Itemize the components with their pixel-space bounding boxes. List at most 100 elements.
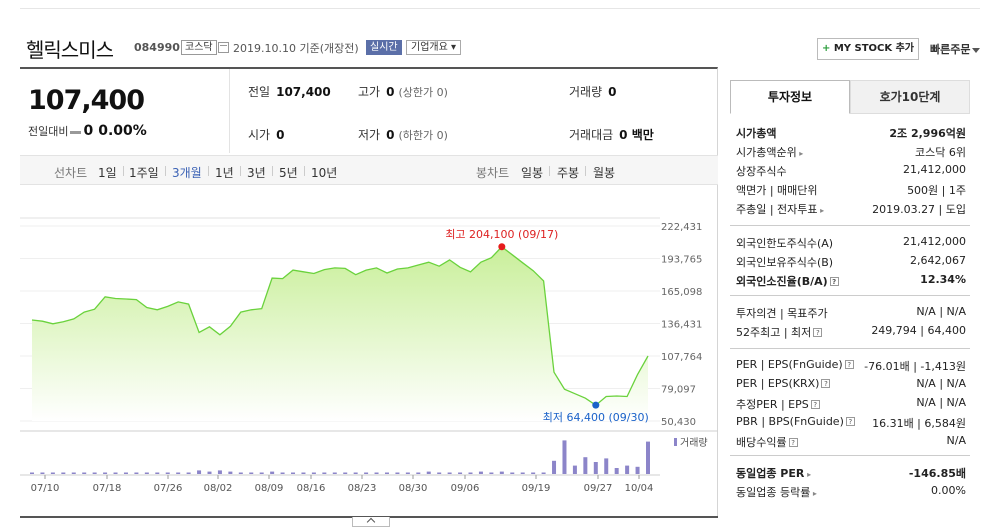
- realtime-button[interactable]: 실시간: [366, 40, 402, 55]
- help-icon[interactable]: ?: [788, 438, 798, 447]
- volume-bar: [186, 472, 191, 474]
- info-key: 주총일 | 전자투표 ▸: [736, 201, 824, 217]
- price-line: [31, 245, 649, 407]
- info-key-text: 외국인소진율(B/A): [736, 275, 828, 288]
- chevron-right-icon[interactable]: ▸: [810, 489, 817, 498]
- candle-weekly[interactable]: 주봉: [557, 166, 580, 180]
- low-marker: [592, 401, 600, 409]
- info-key: PER | EPS(FnGuide)?: [736, 358, 854, 371]
- x-tick-label: 07/10: [31, 483, 60, 494]
- stat-low-limit: (하한가 0): [398, 129, 448, 142]
- volume-bar: [405, 472, 410, 474]
- range-5year[interactable]: 5년: [279, 166, 298, 180]
- info-key: 52주최고 | 최저?: [736, 324, 823, 340]
- range-1year[interactable]: 1년: [215, 166, 234, 180]
- line-chart-label: 선차트: [54, 166, 88, 180]
- info-value: 12.34%: [920, 273, 966, 286]
- x-tick-label: 09/06: [451, 483, 480, 494]
- range-1day[interactable]: 1일: [98, 166, 117, 180]
- range-10year[interactable]: 10년: [311, 166, 338, 180]
- volume-bar: [572, 465, 577, 474]
- volume-bar: [593, 462, 598, 474]
- help-icon[interactable]: ?: [829, 277, 839, 286]
- range-separator: [240, 166, 241, 176]
- volume-bar: [228, 471, 233, 474]
- info-tabs: 투자정보 호가10단계: [730, 80, 970, 114]
- info-value: 2,642,067: [910, 254, 966, 267]
- quick-order-dropdown[interactable]: 빠른주문: [930, 41, 981, 57]
- help-icon[interactable]: ?: [821, 379, 831, 388]
- y-tick-label: 222,431: [661, 222, 702, 233]
- range-separator: [585, 166, 586, 176]
- info-key-text: 시가총액순위: [736, 146, 797, 159]
- candle-daily[interactable]: 일봉: [521, 166, 544, 180]
- candle-monthly[interactable]: 월봉: [593, 166, 616, 180]
- change-value: 0: [83, 123, 94, 139]
- my-stock-add-button[interactable]: + MY STOCK 추가: [817, 38, 919, 60]
- info-key: 액면가 | 매매단위: [736, 182, 818, 198]
- chevron-down-icon: [972, 47, 981, 53]
- section-divider: [730, 225, 970, 226]
- help-icon[interactable]: ?: [844, 360, 854, 369]
- flat-icon: [70, 130, 82, 134]
- volume-bar: [238, 472, 243, 474]
- info-value: 0.00%: [931, 484, 966, 497]
- x-tick-label: 09/27: [584, 483, 613, 494]
- volume-bar: [531, 472, 536, 474]
- volume-bar: [489, 472, 494, 474]
- info-row: 시가총액 2조 2,996억원: [736, 125, 966, 143]
- x-tick-label: 09/19: [522, 483, 551, 494]
- info-row: 동일업종 PER ▸ -146.85배: [736, 465, 966, 483]
- stat-volume-value: 0: [608, 85, 617, 99]
- candle-chart-label: 봉차트: [476, 166, 510, 180]
- volume-bar: [61, 472, 66, 474]
- volume-bar: [583, 457, 588, 474]
- info-key-text: 배당수익률: [736, 436, 787, 449]
- price-summary: 107,400 전일대비 0 0.00%: [20, 69, 230, 153]
- collapse-chart-button[interactable]: [352, 517, 390, 527]
- info-row: 시가총액순위 ▸ 코스닥 6위: [736, 144, 966, 162]
- help-icon[interactable]: ?: [810, 400, 820, 409]
- top-divider: [20, 8, 980, 9]
- y-tick-label: 50,430: [661, 417, 696, 428]
- market-badge: 코스닥: [181, 40, 217, 55]
- chevron-right-icon[interactable]: ▸: [796, 149, 804, 158]
- help-icon[interactable]: ?: [845, 417, 855, 426]
- volume-bar: [437, 472, 442, 474]
- volume-bar: [123, 472, 128, 474]
- range-separator: [304, 166, 305, 176]
- x-tick-label: 08/16: [297, 483, 326, 494]
- volume-bar: [103, 472, 108, 474]
- range-1week[interactable]: 1주일: [129, 166, 159, 180]
- price-area: [32, 246, 648, 421]
- volume-bar: [614, 468, 619, 474]
- info-value: 코스닥 6위: [915, 146, 966, 159]
- range-3year[interactable]: 3년: [247, 166, 266, 180]
- range-3month[interactable]: 3개월: [172, 166, 202, 180]
- volume-bar: [384, 472, 389, 474]
- range-separator: [165, 166, 166, 176]
- volume-bar: [270, 471, 275, 474]
- stat-prev-close-value: 107,400: [276, 85, 331, 99]
- y-tick-label: 79,097: [661, 385, 696, 396]
- info-key-text: 외국인한도주식수(A): [736, 237, 834, 250]
- corp-overview-dropdown[interactable]: 기업개요 ▾: [406, 40, 462, 55]
- info-row: 투자의견 | 목표주가 N/A | N/A: [736, 305, 966, 323]
- info-row: 동일업종 등락률 ▸ 0.00%: [736, 484, 966, 502]
- volume-bar: [458, 472, 463, 474]
- chevron-right-icon[interactable]: ▸: [804, 470, 812, 479]
- high-marker: [498, 243, 506, 251]
- stat-volume: 거래량 0: [569, 83, 616, 100]
- volume-bar: [301, 472, 306, 474]
- tab-investment-info[interactable]: 투자정보: [730, 80, 850, 114]
- volume-bar: [374, 472, 379, 474]
- chevron-right-icon[interactable]: ▸: [817, 206, 825, 215]
- info-key: 외국인소진율(B/A)?: [736, 273, 839, 289]
- tab-orderbook-10[interactable]: 호가10단계: [850, 80, 970, 114]
- info-key: 동일업종 등락률 ▸: [736, 484, 817, 500]
- prev-diff-label: 전일대비: [28, 125, 69, 138]
- info-key: PER | EPS(KRX)?: [736, 377, 831, 390]
- y-tick-label: 136,431: [661, 320, 702, 331]
- chart-range-bar: 선차트 1일 1주일 3개월 1년 3년 5년 10년 봉차트 일봉 주봉 월봉: [20, 155, 718, 185]
- help-icon[interactable]: ?: [813, 328, 823, 337]
